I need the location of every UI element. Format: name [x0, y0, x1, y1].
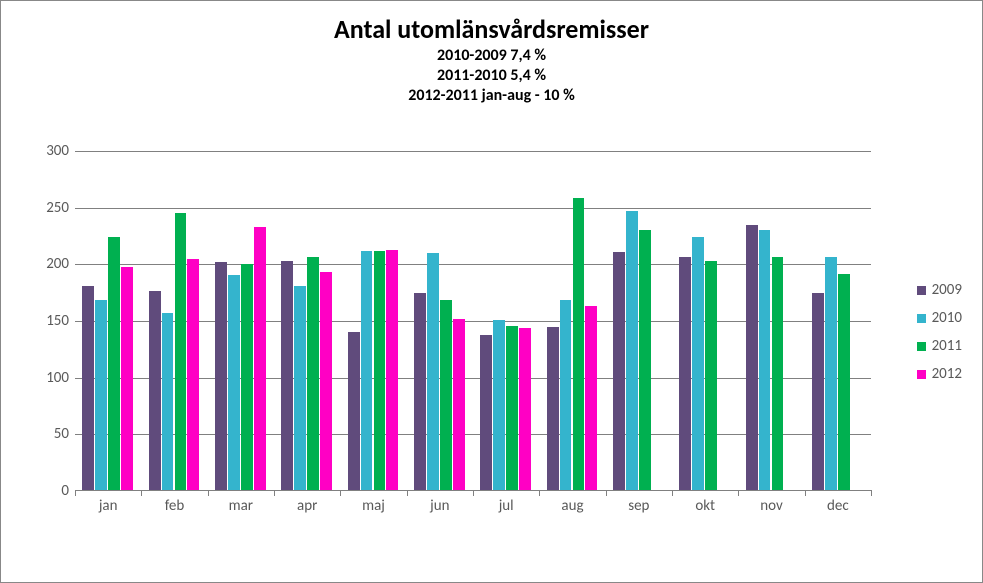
legend-item-2009: 2009	[917, 281, 962, 299]
x-tick	[606, 490, 607, 496]
legend-swatch	[917, 314, 926, 323]
bar-2010-mar	[228, 275, 240, 490]
bar-2010-feb	[162, 313, 174, 490]
x-tick	[407, 490, 408, 496]
bar-2011-feb	[175, 213, 187, 490]
bar-2011-jan	[108, 237, 120, 490]
legend-item-2012: 2012	[917, 365, 962, 383]
bar-2010-apr	[294, 286, 306, 490]
bar-2012-jun	[453, 319, 465, 490]
y-tick-label: 200	[29, 255, 69, 273]
bar-2011-mar	[241, 264, 253, 490]
x-axis-label: jan	[75, 497, 141, 515]
x-axis-label: maj	[340, 497, 406, 515]
x-axis-label: dec	[805, 497, 871, 515]
bar-2010-okt	[692, 237, 704, 490]
bar-2009-feb	[149, 291, 161, 490]
legend-swatch	[917, 286, 926, 295]
bar-2010-jan	[95, 300, 107, 490]
x-tick	[340, 490, 341, 496]
bar-2009-sep	[613, 252, 625, 490]
plot-wrapper: 050100150200250300 janfebmaraprmajjunjul…	[41, 151, 871, 521]
bar-2009-jan	[82, 286, 94, 490]
legend-item-2011: 2011	[917, 337, 962, 355]
bar-2009-jul	[480, 335, 492, 490]
bar-2009-dec	[812, 293, 824, 490]
x-tick	[208, 490, 209, 496]
bar-2011-sep	[639, 230, 651, 490]
x-tick	[141, 490, 142, 496]
chart-subtitle-2: 2012-2011 jan-aug - 10 %	[1, 86, 982, 106]
bar-2012-jan	[121, 267, 133, 490]
bar-2012-aug	[585, 306, 597, 490]
bar-2010-sep	[626, 211, 638, 490]
legend-label: 2011	[932, 337, 962, 355]
y-tick-label: 250	[29, 199, 69, 217]
x-axis-label: feb	[141, 497, 207, 515]
bar-2012-jul	[519, 328, 531, 490]
legend-label: 2009	[932, 281, 962, 299]
bar-2009-apr	[281, 261, 293, 490]
bar-2009-mar	[215, 262, 227, 490]
legend-label: 2010	[932, 309, 962, 327]
bars-layer	[75, 151, 871, 490]
x-axis-label: okt	[672, 497, 738, 515]
chart-title: Antal utomlänsvårdsremisser	[1, 13, 982, 46]
x-axis-label: sep	[606, 497, 672, 515]
bar-2011-jun	[440, 300, 452, 490]
bar-2010-aug	[560, 300, 572, 490]
bar-2011-apr	[307, 257, 319, 490]
bar-2009-aug	[547, 327, 559, 490]
x-axis-label: jun	[407, 497, 473, 515]
legend-label: 2012	[932, 365, 962, 383]
bar-2011-dec	[838, 274, 850, 490]
x-axis-label: apr	[274, 497, 340, 515]
y-tick-label: 300	[29, 142, 69, 160]
legend-swatch	[917, 370, 926, 379]
chart-title-block: Antal utomlänsvårdsremisser 2010-2009 7,…	[1, 1, 982, 106]
bar-2012-apr	[320, 272, 332, 490]
bar-2009-okt	[679, 257, 691, 490]
x-tick	[871, 490, 872, 496]
x-tick	[738, 490, 739, 496]
legend: 2009 2010 2011 2012	[917, 281, 962, 393]
chart-subtitle-0: 2010-2009 7,4 %	[1, 46, 982, 66]
x-axis-label: nov	[738, 497, 804, 515]
x-tick	[539, 490, 540, 496]
plot-area	[75, 151, 871, 491]
x-tick	[672, 490, 673, 496]
x-axis-label: aug	[539, 497, 605, 515]
bar-2010-jul	[493, 320, 505, 490]
x-tick	[274, 490, 275, 496]
legend-item-2010: 2010	[917, 309, 962, 327]
bar-2010-jun	[427, 253, 439, 490]
bar-2011-maj	[374, 251, 386, 490]
y-tick-label: 150	[29, 312, 69, 330]
bar-2010-nov	[759, 230, 771, 490]
bar-2009-maj	[348, 332, 360, 490]
bar-2012-feb	[187, 259, 199, 490]
y-tick-label: 0	[29, 482, 69, 500]
x-tick	[75, 490, 76, 496]
bar-2010-dec	[825, 257, 837, 490]
bar-2010-maj	[361, 251, 373, 490]
x-tick	[805, 490, 806, 496]
x-axis-label: jul	[473, 497, 539, 515]
bar-2009-nov	[746, 225, 758, 490]
bar-2012-maj	[386, 250, 398, 490]
bar-2009-jun	[414, 293, 426, 490]
x-tick	[473, 490, 474, 496]
bar-2011-nov	[772, 257, 784, 490]
bar-2011-aug	[573, 198, 585, 490]
chart-container: Antal utomlänsvårdsremisser 2010-2009 7,…	[0, 0, 983, 583]
y-tick-label: 50	[29, 425, 69, 443]
x-axis-label: mar	[208, 497, 274, 515]
legend-swatch	[917, 342, 926, 351]
bar-2012-mar	[254, 227, 266, 490]
bar-2011-okt	[705, 261, 717, 490]
y-tick-label: 100	[29, 369, 69, 387]
chart-subtitle-1: 2011-2010 5,4 %	[1, 66, 982, 86]
bar-2011-jul	[506, 326, 518, 490]
